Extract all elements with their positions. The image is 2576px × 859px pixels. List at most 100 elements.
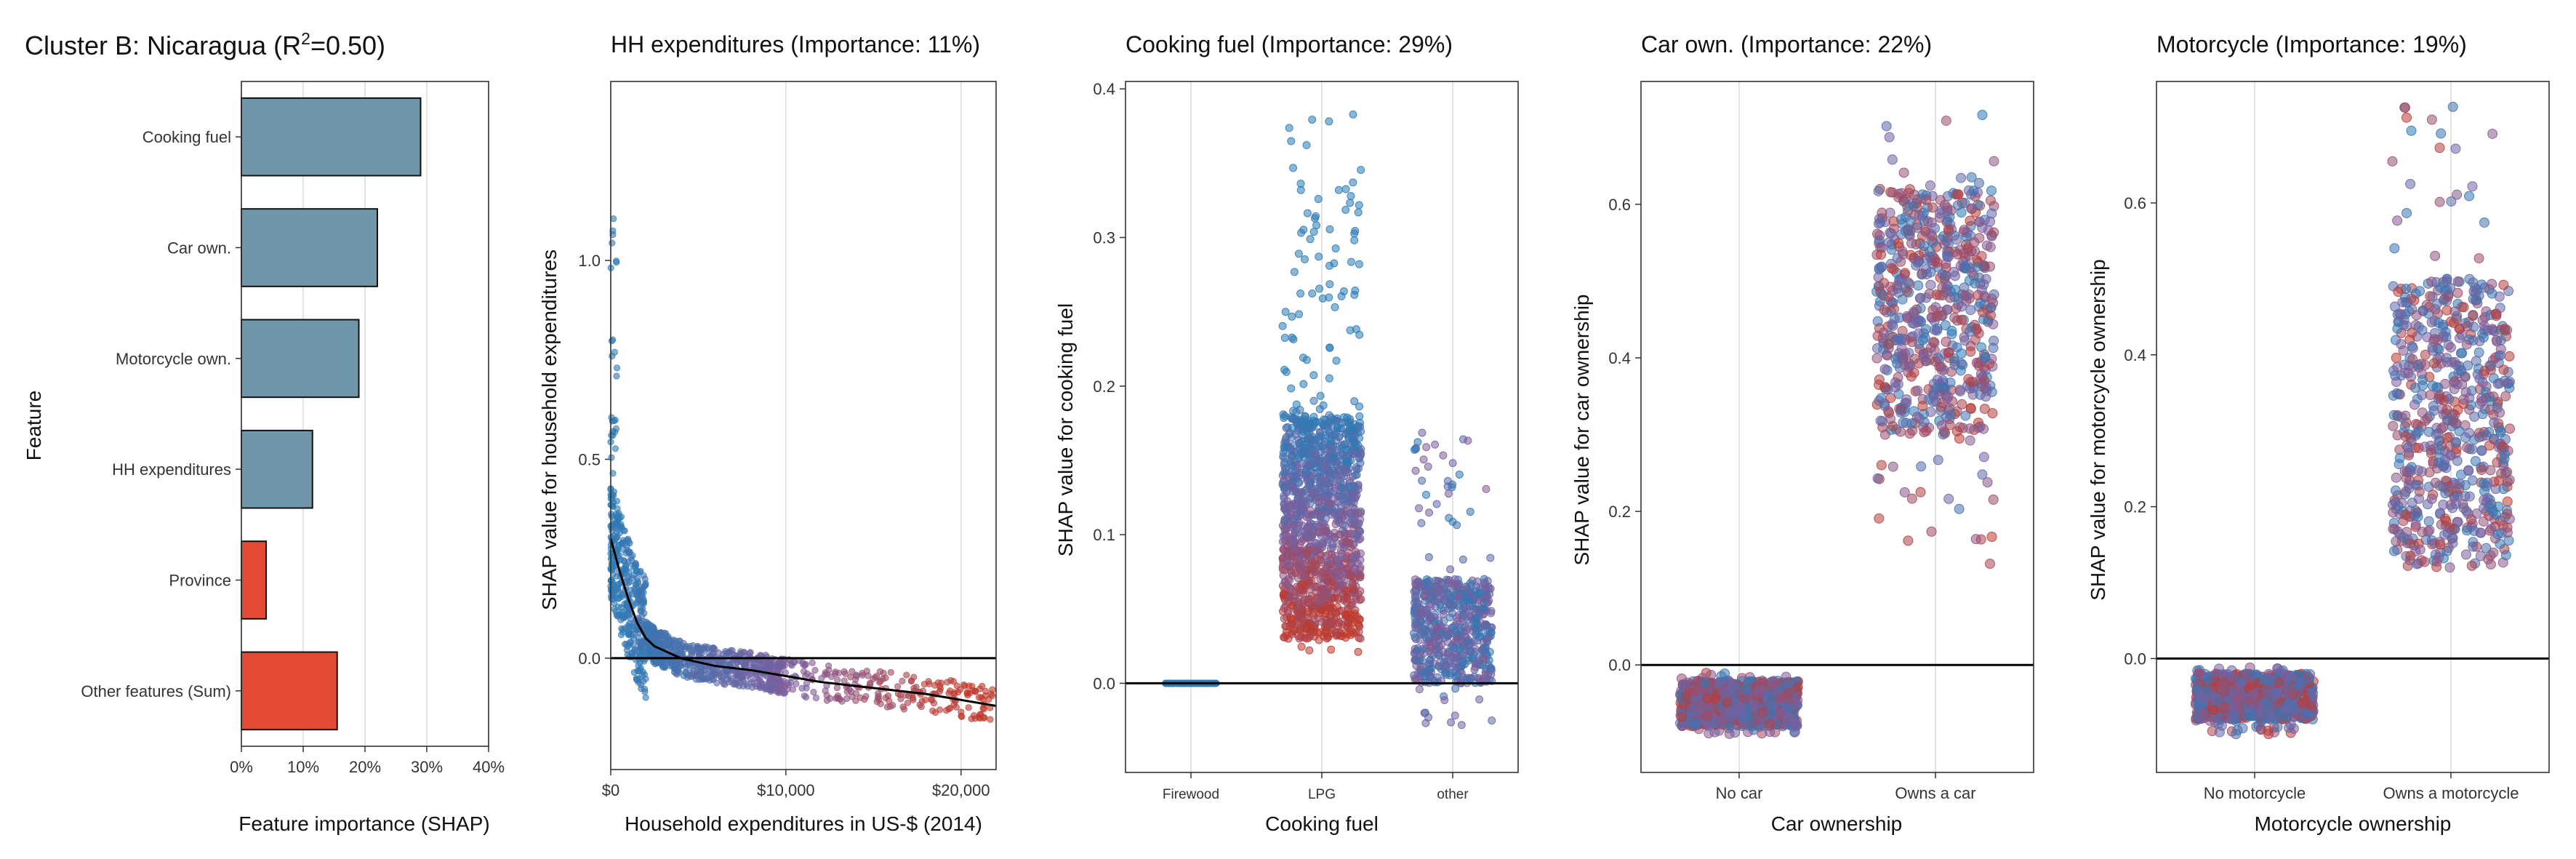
- panel3-point: [1416, 656, 1424, 665]
- panel3-point: [1315, 596, 1324, 605]
- panel3-point: [1281, 308, 1290, 316]
- panel2-point: [944, 679, 951, 686]
- panel3-point: [1451, 684, 1460, 693]
- panel2-point: [667, 644, 674, 651]
- panel3-point: [1290, 268, 1299, 276]
- panel3-point: [1433, 623, 1442, 632]
- panel2-y-tick-label: 1.0: [578, 252, 601, 270]
- panel3-point: [1457, 669, 1466, 678]
- panel3-point: [1352, 551, 1361, 560]
- panel1-category-label: Motorcycle own.: [116, 350, 231, 368]
- panel2-point: [966, 682, 973, 690]
- panel3-point: [1356, 587, 1365, 596]
- panel3-point: [1469, 597, 1477, 606]
- panel2-point: [834, 676, 841, 684]
- panel3-point: [1321, 514, 1330, 523]
- panel2-point: [613, 611, 620, 618]
- panel4-y-tick-label: 0.2: [1608, 503, 1631, 521]
- panel3-point: [1303, 209, 1312, 217]
- panel2-point: [611, 348, 618, 356]
- panel3-point: [1354, 508, 1363, 517]
- panel2-point: [608, 512, 615, 520]
- panel2-point: [613, 364, 621, 372]
- panel1-x-tick-label: 40%: [473, 758, 505, 776]
- panel4-point: [1976, 251, 1987, 262]
- panel3-point: [1312, 417, 1320, 426]
- panel4-point: [1770, 727, 1781, 738]
- panel3-point: [1331, 533, 1339, 542]
- panel2-point: [609, 470, 617, 477]
- panel3-point: [1305, 535, 1314, 544]
- panel2-point: [852, 697, 859, 704]
- panel3-point: [1323, 578, 1332, 586]
- panel2-point: [863, 668, 870, 675]
- panel3-point: [1448, 459, 1457, 468]
- panel2-point: [697, 668, 705, 675]
- panel4-point: [1950, 271, 1961, 281]
- panel4-point: [1988, 297, 1999, 308]
- panel3-point: [1303, 610, 1312, 618]
- panel4-points: [1675, 110, 1999, 739]
- panel3-point: [1322, 619, 1331, 628]
- panel2-point: [930, 700, 938, 707]
- panel2-point: [803, 680, 810, 687]
- panel2-point: [925, 678, 932, 685]
- panel3-point: [1481, 671, 1490, 679]
- panel4-point: [1988, 494, 1999, 505]
- panel3-point: [1306, 235, 1315, 244]
- panel3-point: [1303, 468, 1312, 477]
- panel4-point: [1745, 715, 1756, 726]
- panel4-point: [1879, 364, 1890, 375]
- panel4-point: [1722, 697, 1733, 708]
- panel1-category-label: Province: [169, 572, 231, 590]
- panel1-category-label: Car own.: [167, 239, 231, 257]
- panel2-point: [730, 651, 737, 658]
- panel2-point: [936, 688, 943, 695]
- panel3-point: [1322, 526, 1331, 535]
- panel4-point: [1792, 682, 1803, 692]
- panel3-point: [1331, 431, 1339, 439]
- panel3-point: [1337, 552, 1346, 561]
- panel3-point: [1344, 434, 1353, 442]
- panel3-point: [1316, 575, 1325, 583]
- panel4-point: [1977, 110, 1988, 121]
- panel3-point: [1303, 437, 1312, 446]
- panel2-point: [808, 659, 816, 666]
- panel3-point: [1319, 420, 1328, 428]
- panel3-point: [1355, 412, 1364, 420]
- panel4-point: [1970, 534, 1981, 545]
- panel4-point: [1954, 503, 1965, 514]
- panel4-point: [1943, 493, 1954, 504]
- panel2-point: [632, 587, 639, 594]
- panel3-point: [1315, 252, 1323, 261]
- panel3-x-label: Cooking fuel: [1265, 812, 1379, 835]
- panel4-point: [1776, 708, 1787, 719]
- panel3-y-tick-label: 0.4: [1093, 80, 1115, 98]
- panel3-point: [1299, 444, 1307, 453]
- panel4-y-tick-label: 0.0: [1608, 656, 1631, 674]
- panel2-point: [848, 688, 855, 695]
- panel3-point: [1320, 434, 1329, 442]
- panel1-x-tick-label: 10%: [287, 758, 319, 776]
- panel3-point: [1352, 463, 1360, 471]
- panel4-point: [1871, 228, 1882, 239]
- panel4-point: [1790, 719, 1801, 730]
- panel3-point: [1286, 567, 1295, 575]
- panel3-point: [1320, 450, 1329, 459]
- panel2-point: [619, 626, 627, 634]
- panel3-point: [1315, 284, 1324, 293]
- panel2-point: [971, 688, 979, 695]
- panel3-point: [1285, 500, 1293, 509]
- panel3-point: [1291, 544, 1299, 553]
- panel3-point: [1310, 583, 1319, 591]
- panel4-category-label: Owns a car: [1895, 784, 1975, 802]
- panel2-point: [823, 697, 831, 704]
- panel2-point: [658, 659, 665, 666]
- panel2-x-tick-label: $10,000: [757, 781, 815, 799]
- panel3-point: [1487, 628, 1496, 636]
- panel3-point: [1335, 561, 1344, 570]
- panel2-point: [609, 239, 616, 247]
- panel4-point: [1756, 685, 1767, 696]
- panel4-point: [1903, 535, 1914, 546]
- panel4-point: [1965, 435, 1975, 446]
